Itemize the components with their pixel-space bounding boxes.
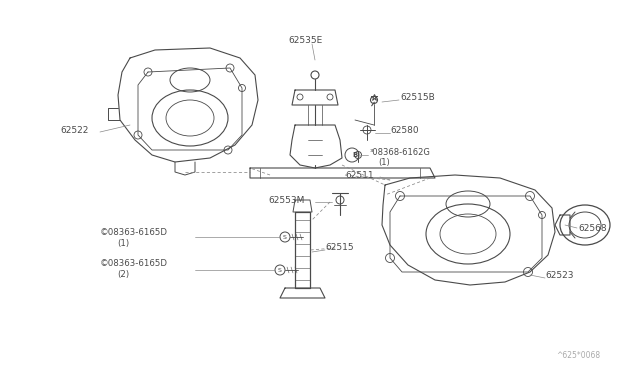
Text: S: S: [278, 267, 282, 273]
Text: ©08363-6165D: ©08363-6165D: [100, 228, 168, 237]
Text: ³08368-6162G: ³08368-6162G: [370, 148, 431, 157]
Text: 62568: 62568: [578, 224, 607, 232]
Text: 62523: 62523: [545, 270, 573, 279]
Text: 62515B: 62515B: [400, 93, 435, 102]
Text: 62580: 62580: [390, 125, 419, 135]
Text: ^625*0068: ^625*0068: [556, 350, 600, 359]
Text: S: S: [283, 234, 287, 240]
Text: (1): (1): [117, 238, 129, 247]
Text: (2): (2): [117, 269, 129, 279]
Text: B: B: [353, 152, 358, 158]
Text: ©08363-6165D: ©08363-6165D: [100, 259, 168, 267]
Text: 62511: 62511: [345, 170, 374, 180]
Text: 62515: 62515: [325, 244, 354, 253]
Text: (1): (1): [378, 157, 390, 167]
Text: 62535E: 62535E: [288, 35, 323, 45]
Text: 62553M: 62553M: [268, 196, 305, 205]
Text: 62522: 62522: [60, 125, 88, 135]
